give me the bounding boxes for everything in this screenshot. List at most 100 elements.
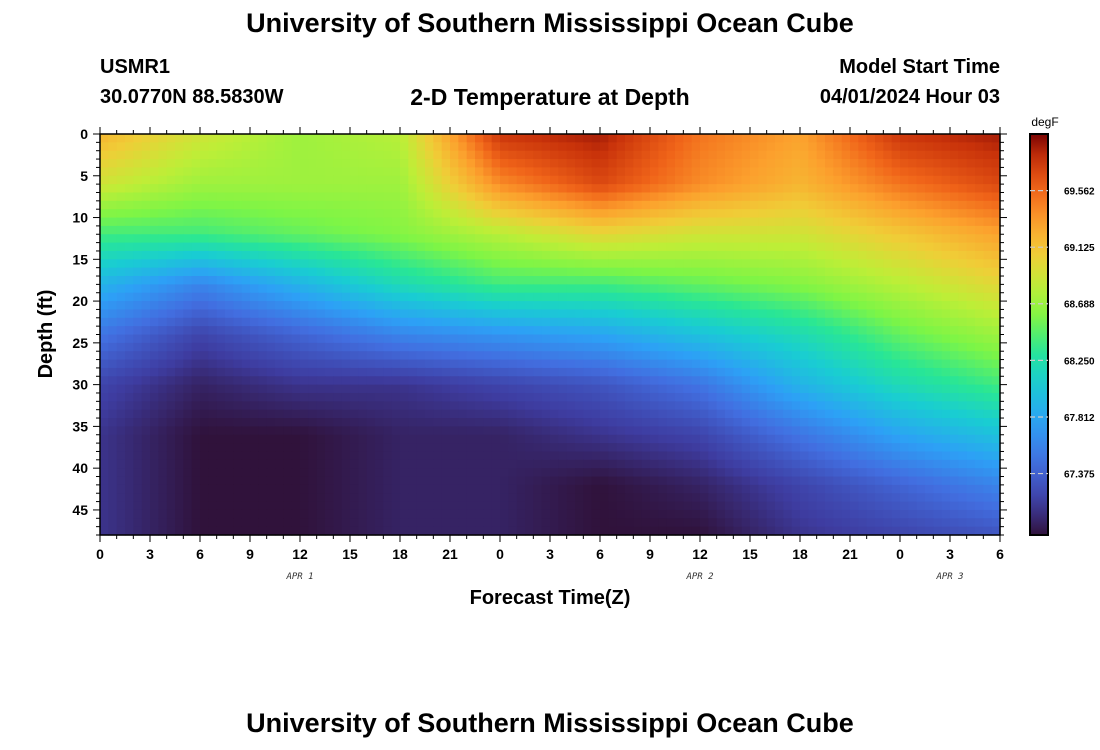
heatmap-cell bbox=[808, 384, 818, 394]
heatmap-cell bbox=[325, 434, 334, 444]
heatmap-cell bbox=[300, 443, 309, 453]
heatmap-cell bbox=[425, 167, 434, 177]
heatmap-cell bbox=[691, 509, 701, 519]
heatmap-cell bbox=[316, 267, 326, 277]
heatmap-cell bbox=[491, 150, 501, 160]
heatmap-cell bbox=[291, 317, 301, 327]
heatmap-cell bbox=[275, 518, 284, 528]
heatmap-cell bbox=[500, 267, 509, 277]
heatmap-cell bbox=[225, 301, 234, 311]
heatmap-cell bbox=[100, 426, 109, 436]
heatmap-cell bbox=[275, 342, 284, 352]
heatmap-cell bbox=[608, 317, 618, 327]
heatmap-cell bbox=[175, 459, 184, 469]
heatmap-cell bbox=[758, 242, 768, 252]
heatmap-cell bbox=[175, 150, 184, 160]
heatmap-cell bbox=[633, 309, 643, 319]
heatmap-cell bbox=[800, 476, 809, 486]
heatmap-cell bbox=[125, 451, 134, 461]
heatmap-cell bbox=[400, 259, 409, 269]
heatmap-cell bbox=[758, 376, 768, 386]
heatmap-cell bbox=[858, 184, 868, 194]
heatmap-cell bbox=[825, 276, 834, 285]
heatmap-cell bbox=[641, 342, 651, 352]
heatmap-cell bbox=[658, 334, 668, 344]
heatmap-cell bbox=[141, 392, 151, 402]
heatmap-cell bbox=[800, 359, 809, 369]
heatmap-cell bbox=[391, 451, 401, 461]
heatmap-cell bbox=[600, 217, 609, 227]
heatmap-cell bbox=[525, 426, 534, 436]
heatmap-cell bbox=[816, 418, 826, 427]
heatmap-cell bbox=[166, 217, 176, 227]
heatmap-cell bbox=[558, 134, 568, 143]
heatmap-cell bbox=[175, 334, 184, 344]
heatmap-cell bbox=[833, 426, 843, 436]
heatmap-cell bbox=[616, 376, 626, 386]
heatmap-cell bbox=[108, 518, 118, 528]
heatmap-cell bbox=[141, 501, 151, 511]
heatmap-cell bbox=[500, 484, 509, 494]
heatmap-cell bbox=[275, 434, 284, 444]
heatmap-cell bbox=[141, 484, 151, 494]
heatmap-cell bbox=[408, 150, 418, 160]
heatmap-cell bbox=[908, 209, 918, 219]
heatmap-cell bbox=[841, 259, 851, 269]
heatmap-cell bbox=[675, 376, 684, 386]
heatmap-cell bbox=[883, 309, 893, 319]
heatmap-cell bbox=[375, 509, 384, 519]
heatmap-cell bbox=[233, 184, 243, 194]
heatmap-cell bbox=[950, 259, 959, 269]
heatmap-cell bbox=[825, 159, 834, 169]
heatmap-cell bbox=[225, 326, 234, 336]
heatmap-cell bbox=[891, 134, 901, 143]
heatmap-cell bbox=[850, 401, 859, 411]
heatmap-cell bbox=[225, 401, 234, 411]
heatmap-cell bbox=[691, 326, 701, 336]
heatmap-cell bbox=[125, 484, 134, 494]
heatmap-cell bbox=[441, 267, 451, 277]
heatmap-cell bbox=[800, 418, 809, 427]
heatmap-cell bbox=[650, 459, 659, 469]
heatmap-cell bbox=[250, 401, 259, 411]
heatmap-cell bbox=[908, 426, 918, 436]
heatmap-cell bbox=[491, 484, 501, 494]
heatmap-cell bbox=[483, 267, 493, 277]
heatmap-cell bbox=[158, 134, 168, 143]
heatmap-cell bbox=[450, 501, 459, 511]
heatmap-cell bbox=[950, 217, 959, 227]
heatmap-cell bbox=[783, 184, 793, 194]
heatmap-cell bbox=[375, 259, 384, 269]
heatmap-cell bbox=[866, 184, 876, 194]
heatmap-cell bbox=[591, 326, 601, 336]
heatmap-cell bbox=[991, 301, 1001, 311]
heatmap-cell bbox=[783, 434, 793, 444]
heatmap-cell bbox=[116, 468, 126, 478]
heatmap-cell bbox=[316, 426, 326, 436]
heatmap-cell bbox=[100, 200, 109, 210]
heatmap-cell bbox=[416, 334, 426, 344]
heatmap-cell bbox=[791, 242, 801, 252]
heatmap-cell bbox=[200, 317, 209, 327]
heatmap-cell bbox=[291, 509, 301, 519]
heatmap-cell bbox=[983, 250, 993, 260]
heatmap-cell bbox=[158, 434, 168, 444]
heatmap-cell bbox=[725, 284, 734, 294]
heatmap-cell bbox=[416, 292, 426, 302]
heatmap-cell bbox=[416, 167, 426, 177]
heatmap-cell bbox=[325, 209, 334, 219]
heatmap-cell bbox=[941, 493, 951, 503]
heatmap-cell bbox=[700, 200, 709, 210]
heatmap-cell bbox=[758, 134, 768, 143]
heatmap-cell bbox=[633, 426, 643, 436]
heatmap-cell bbox=[558, 443, 568, 453]
heatmap-cell bbox=[516, 267, 526, 277]
heatmap-cell bbox=[233, 167, 243, 177]
heatmap-cell bbox=[400, 493, 409, 503]
heatmap-cell bbox=[600, 259, 609, 269]
heatmap-cell bbox=[158, 392, 168, 402]
heatmap-cell bbox=[833, 451, 843, 461]
heatmap-cell bbox=[200, 367, 209, 377]
heatmap-cell bbox=[125, 276, 134, 285]
heatmap-cell bbox=[408, 259, 418, 269]
